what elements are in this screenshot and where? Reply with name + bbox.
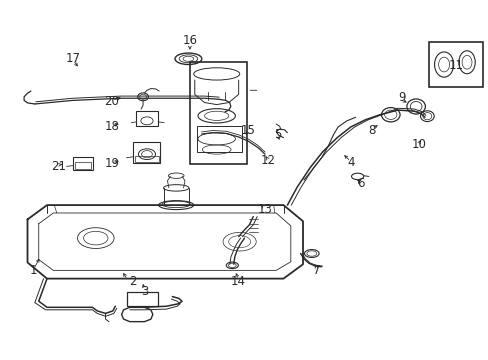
Bar — [133, 142, 160, 163]
Text: 11: 11 — [448, 59, 463, 72]
Text: 21: 21 — [51, 160, 65, 173]
Text: 14: 14 — [231, 275, 245, 288]
Bar — [428, 41, 483, 87]
Text: 8: 8 — [368, 124, 375, 137]
Text: 10: 10 — [411, 138, 426, 151]
Text: 1: 1 — [30, 264, 38, 277]
Text: 20: 20 — [104, 95, 119, 108]
Text: 13: 13 — [257, 203, 272, 216]
Text: 4: 4 — [346, 156, 354, 169]
Text: 16: 16 — [182, 34, 197, 48]
Bar — [127, 292, 158, 306]
Text: 17: 17 — [65, 51, 80, 64]
Text: 5: 5 — [273, 127, 281, 141]
Text: 3: 3 — [141, 285, 148, 298]
Bar — [189, 62, 247, 164]
Text: 18: 18 — [104, 121, 119, 134]
Text: 12: 12 — [260, 154, 275, 167]
Bar — [197, 126, 242, 152]
Bar — [135, 156, 158, 162]
Text: 19: 19 — [104, 157, 119, 170]
Text: 15: 15 — [241, 124, 255, 137]
Bar — [73, 157, 93, 170]
Text: 7: 7 — [312, 264, 320, 277]
Bar — [136, 111, 158, 126]
Bar — [75, 162, 91, 169]
Text: 6: 6 — [356, 177, 364, 190]
Text: 2: 2 — [129, 275, 137, 288]
Text: 9: 9 — [397, 91, 405, 104]
